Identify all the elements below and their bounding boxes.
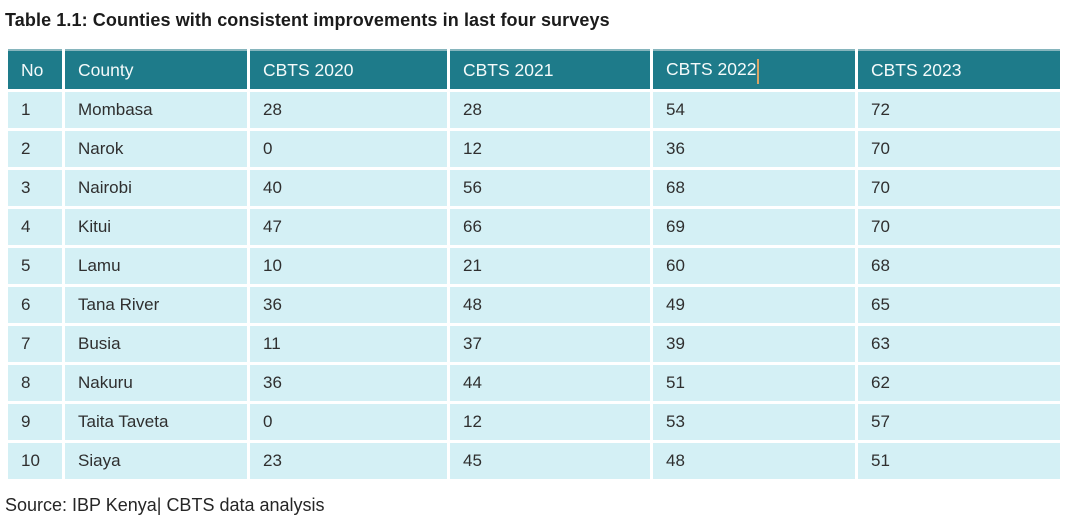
cell-cbts-2021: 56 (450, 170, 650, 206)
table-row: 8 Nakuru 36 44 51 62 (8, 365, 1060, 401)
cell-cbts-2022: 36 (653, 131, 855, 167)
cell-cbts-2023: 70 (858, 131, 1060, 167)
cell-county: Siaya (65, 443, 247, 479)
column-header-cbts-2020: CBTS 2020 (250, 49, 447, 89)
cell-cbts-2021: 66 (450, 209, 650, 245)
cell-cbts-2021: 45 (450, 443, 650, 479)
cell-no: 9 (8, 404, 62, 440)
cell-no: 6 (8, 287, 62, 323)
cell-cbts-2023: 65 (858, 287, 1060, 323)
column-header-label: No (21, 59, 44, 80)
cell-cbts-2021: 44 (450, 365, 650, 401)
cell-cbts-2023: 63 (858, 326, 1060, 362)
cell-no: 8 (8, 365, 62, 401)
cell-cbts-2022: 53 (653, 404, 855, 440)
cell-county: Tana River (65, 287, 247, 323)
cell-cbts-2020: 11 (250, 326, 447, 362)
cell-cbts-2020: 23 (250, 443, 447, 479)
cell-cbts-2022: 39 (653, 326, 855, 362)
table-row: 6 Tana River 36 48 49 65 (8, 287, 1060, 323)
cell-county: Narok (65, 131, 247, 167)
cell-cbts-2022: 54 (653, 92, 855, 128)
table-row: 3 Nairobi 40 56 68 70 (8, 170, 1060, 206)
cell-cbts-2021: 37 (450, 326, 650, 362)
cell-county: Kitui (65, 209, 247, 245)
column-header-cbts-2022: CBTS 2022 (653, 49, 855, 89)
cell-no: 2 (8, 131, 62, 167)
cell-cbts-2022: 51 (653, 365, 855, 401)
table-row: 10 Siaya 23 45 48 51 (8, 443, 1060, 479)
cell-no: 3 (8, 170, 62, 206)
cell-cbts-2023: 72 (858, 92, 1060, 128)
column-header-cbts-2021: CBTS 2021 (450, 49, 650, 89)
cell-county: Lamu (65, 248, 247, 284)
cell-cbts-2021: 28 (450, 92, 650, 128)
table-row: 4 Kitui 47 66 69 70 (8, 209, 1060, 245)
column-header-label: CBTS 2020 (263, 59, 354, 80)
cell-cbts-2020: 28 (250, 92, 447, 128)
cell-no: 10 (8, 443, 62, 479)
cell-cbts-2020: 47 (250, 209, 447, 245)
source-note: Source: IBP Kenya| CBTS data analysis (5, 495, 325, 515)
text-cursor (757, 58, 760, 84)
table-row: 1 Mombasa 28 28 54 72 (8, 92, 1060, 128)
table-row: 5 Lamu 10 21 60 68 (8, 248, 1060, 284)
column-header-label: CBTS 2022 (666, 58, 757, 79)
cell-cbts-2021: 12 (450, 131, 650, 167)
table-row: 9 Taita Taveta 0 12 53 57 (8, 404, 1060, 440)
cell-no: 1 (8, 92, 62, 128)
table-row: 7 Busia 11 37 39 63 (8, 326, 1060, 362)
cell-cbts-2023: 62 (858, 365, 1060, 401)
cell-cbts-2023: 51 (858, 443, 1060, 479)
cell-county: Busia (65, 326, 247, 362)
cell-cbts-2020: 36 (250, 365, 447, 401)
cell-cbts-2021: 12 (450, 404, 650, 440)
cell-cbts-2022: 49 (653, 287, 855, 323)
cell-cbts-2023: 68 (858, 248, 1060, 284)
column-header-county: County (65, 49, 247, 89)
cell-cbts-2023: 57 (858, 404, 1060, 440)
cell-no: 4 (8, 209, 62, 245)
cell-cbts-2020: 0 (250, 131, 447, 167)
table-body: 1 Mombasa 28 28 54 72 2 Narok 0 12 36 70 3 Nairobi 40 5… (8, 92, 1060, 479)
column-header-label: CBTS 2023 (871, 59, 962, 80)
cell-cbts-2020: 0 (250, 404, 447, 440)
cell-cbts-2021: 48 (450, 287, 650, 323)
column-header-label: CBTS 2021 (463, 59, 554, 80)
cell-cbts-2022: 68 (653, 170, 855, 206)
cell-cbts-2020: 10 (250, 248, 447, 284)
cell-cbts-2023: 70 (858, 209, 1060, 245)
table-title: Table 1.1: Counties with consistent impr… (5, 10, 610, 30)
cell-cbts-2021: 21 (450, 248, 650, 284)
cell-county: Mombasa (65, 92, 247, 128)
cell-county: Nakuru (65, 365, 247, 401)
cell-no: 7 (8, 326, 62, 362)
cell-cbts-2023: 70 (858, 170, 1060, 206)
column-header-cbts-2023: CBTS 2023 (858, 49, 1060, 89)
column-header-no: No (8, 49, 62, 89)
table-header-row: No County CBTS 2020 CBTS 2021 CBTS 2022 … (8, 49, 1060, 89)
table-row: 2 Narok 0 12 36 70 (8, 131, 1060, 167)
cell-cbts-2020: 40 (250, 170, 447, 206)
cell-cbts-2022: 69 (653, 209, 855, 245)
counties-table: No County CBTS 2020 CBTS 2021 CBTS 2022 … (5, 46, 1063, 482)
cell-no: 5 (8, 248, 62, 284)
column-header-label: County (78, 59, 134, 80)
cell-cbts-2022: 48 (653, 443, 855, 479)
cell-county: Nairobi (65, 170, 247, 206)
cell-cbts-2020: 36 (250, 287, 447, 323)
cell-county: Taita Taveta (65, 404, 247, 440)
cell-cbts-2022: 60 (653, 248, 855, 284)
